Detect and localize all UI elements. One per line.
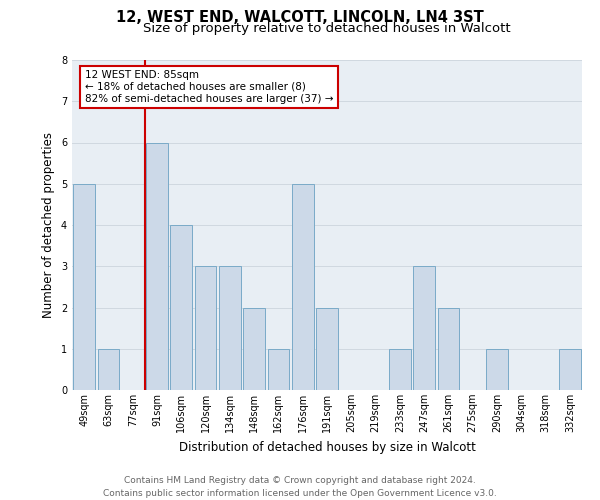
Bar [194, 266, 217, 390]
Bar [243, 308, 265, 390]
Bar [389, 349, 411, 390]
Bar [268, 349, 289, 390]
X-axis label: Distribution of detached houses by size in Walcott: Distribution of detached houses by size … [179, 440, 475, 454]
Text: 12, WEST END, WALCOTT, LINCOLN, LN4 3ST: 12, WEST END, WALCOTT, LINCOLN, LN4 3ST [116, 10, 484, 25]
Bar [559, 349, 581, 390]
Bar [292, 184, 314, 390]
Title: Size of property relative to detached houses in Walcott: Size of property relative to detached ho… [143, 22, 511, 35]
Bar [146, 142, 168, 390]
Bar [97, 349, 119, 390]
Bar [73, 184, 95, 390]
Bar [170, 225, 192, 390]
Text: 12 WEST END: 85sqm
← 18% of detached houses are smaller (8)
82% of semi-detached: 12 WEST END: 85sqm ← 18% of detached hou… [85, 70, 333, 104]
Y-axis label: Number of detached properties: Number of detached properties [43, 132, 55, 318]
Bar [437, 308, 460, 390]
Text: Contains HM Land Registry data © Crown copyright and database right 2024.
Contai: Contains HM Land Registry data © Crown c… [103, 476, 497, 498]
Bar [316, 308, 338, 390]
Bar [486, 349, 508, 390]
Bar [413, 266, 435, 390]
Bar [219, 266, 241, 390]
